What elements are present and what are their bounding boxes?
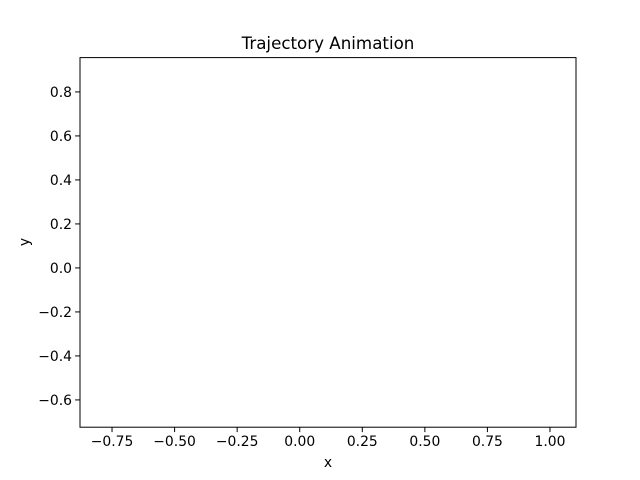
y-tick-label: −0.6 (38, 393, 72, 409)
y-tick-label: 0.8 (50, 85, 72, 101)
y-axis-label: y (17, 238, 33, 246)
x-tick-label: −0.50 (153, 434, 196, 450)
y-tick-label: 0.4 (50, 173, 72, 189)
x-tick-label: −0.25 (216, 434, 259, 450)
x-tick-label: 0.50 (409, 434, 440, 450)
y-tick-label: −0.4 (38, 349, 72, 365)
chart-title: Trajectory Animation (241, 33, 415, 53)
x-axis-label: x (324, 455, 332, 471)
x-tick-label: 1.00 (535, 434, 566, 450)
x-tick-label: 0.25 (347, 434, 378, 450)
plot-frame (79, 57, 577, 428)
x-tick-label: 0.75 (472, 434, 503, 450)
y-tick-label: 0.0 (50, 261, 72, 277)
y-tick-label: 0.2 (50, 217, 72, 233)
x-tick-label: −0.75 (91, 434, 134, 450)
y-tick-label: −0.2 (38, 305, 72, 321)
y-tick-label: 0.6 (50, 129, 72, 145)
x-tick-label: 0.00 (284, 434, 315, 450)
